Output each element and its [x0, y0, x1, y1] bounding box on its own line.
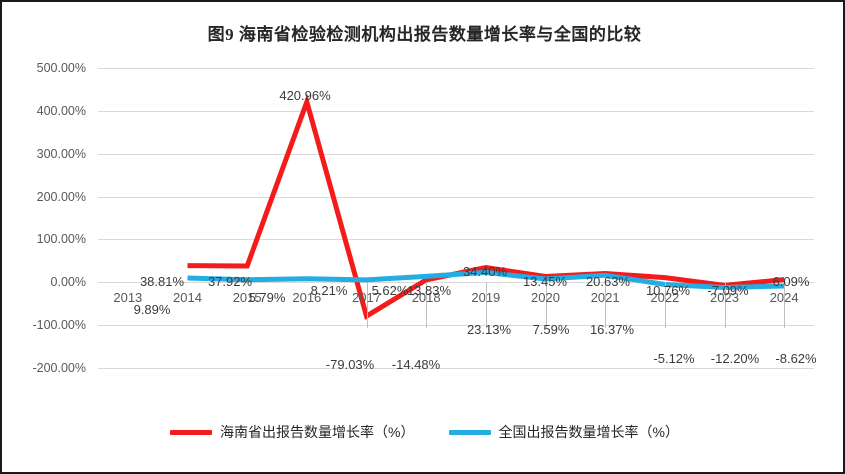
data-point-label: 13.45%: [522, 274, 568, 289]
data-point-label: 38.81%: [139, 274, 185, 289]
chart-legend: 海南省出报告数量增长率（%） 全国出报告数量增长率（%）: [2, 422, 843, 442]
y-axis-tick-label: 400.00%: [36, 103, 86, 118]
data-point-label: 9.89%: [133, 302, 171, 317]
label-leader-line: [485, 282, 487, 329]
gridline: [98, 196, 814, 198]
legend-label: 全国出报告数量增长率（%）: [498, 424, 679, 440]
x-axis-tick-label-2015: 2015: [232, 290, 262, 306]
series-lines: [187, 93, 785, 321]
y-axis-tick-label: 100.00%: [36, 232, 86, 247]
gridline: [98, 68, 814, 69]
y-axis-tick-label: 200.00%: [36, 189, 86, 204]
data-point-label: -8.62%: [775, 351, 817, 366]
legend-item-2[interactable]: 全国出报告数量增长率（%）: [448, 422, 679, 442]
plot-area: [98, 68, 814, 369]
data-point-label: -5.12%: [653, 351, 695, 366]
data-point-label: 13.83%: [406, 283, 452, 298]
label-leader-line: [545, 282, 547, 329]
x-axis-tick-label-2021: 2021: [590, 290, 620, 306]
y-axis-tick-label: -200.00%: [32, 361, 86, 375]
x-axis-tick-label-2014: 2014: [173, 290, 202, 306]
data-point-label: 23.13%: [466, 322, 512, 337]
y-axis-tick-label: 300.00%: [36, 146, 86, 161]
gridline: [98, 153, 814, 155]
legend-item-1[interactable]: 海南省出报告数量增长率（%）: [170, 422, 415, 442]
label-leader-line: [366, 282, 368, 329]
label-leader-line: [724, 282, 726, 329]
data-point-label: 34.40%: [462, 264, 508, 279]
x-axis-tick-label-2017: 2017: [352, 290, 381, 306]
data-point-label: 5.79%: [248, 290, 286, 305]
data-point-label: 6.09%: [772, 274, 810, 289]
x-axis-tick-label-2020: 2020: [531, 290, 560, 306]
gridline: [98, 325, 814, 327]
data-point-label: -12.20%: [710, 351, 760, 366]
label-leader-line: [605, 282, 607, 329]
chart-title: 图9 海南省检验检测机构出报告数量增长率与全国的比较: [207, 25, 642, 44]
x-axis-tick-label-2019: 2019: [471, 290, 501, 306]
gridline: [98, 368, 814, 369]
data-point-label: 37.92%: [207, 274, 253, 289]
data-point-label: 16.37%: [589, 322, 635, 337]
legend-color-swatch: [448, 429, 491, 435]
x-axis-tick-label-2023: 2023: [710, 290, 739, 306]
data-point-label: -79.03%: [325, 357, 375, 372]
x-axis-tick-label-2024: 2024: [769, 290, 799, 306]
gridline: [98, 110, 814, 112]
data-point-label: -7.09%: [707, 283, 749, 298]
y-axis-tick-label: -100.00%: [32, 318, 86, 333]
legend-label: 海南省出报告数量增长率（%）: [220, 424, 415, 440]
x-axis-tick-label-2022: 2022: [650, 290, 680, 306]
x-axis-tick-label-2013: 2013: [113, 290, 143, 306]
data-point-label: 8.21%: [310, 283, 348, 298]
gridline: [98, 282, 814, 284]
label-leader-line: [664, 282, 666, 329]
label-leader-line: [426, 282, 428, 329]
data-point-label: 420.96%: [279, 88, 331, 103]
y-axis-tick-label: 500.00%: [36, 61, 86, 75]
data-point-label: -14.48%: [391, 357, 441, 372]
data-point-label: 20.63%: [585, 274, 631, 289]
x-axis-tick-label-2016: 2016: [292, 290, 322, 306]
data-point-label: 7.59%: [532, 322, 570, 337]
y-axis-tick-label: 0.00%: [50, 275, 86, 290]
series-line: [187, 93, 785, 321]
legend-color-swatch: [170, 429, 213, 435]
gridline: [98, 239, 814, 241]
data-point-label: 5.62%: [371, 283, 409, 298]
label-leader-line: [784, 282, 786, 329]
series-line: [187, 269, 785, 291]
x-axis-tick-label-2018: 2018: [411, 290, 441, 306]
data-point-label: 10.76%: [645, 283, 691, 298]
